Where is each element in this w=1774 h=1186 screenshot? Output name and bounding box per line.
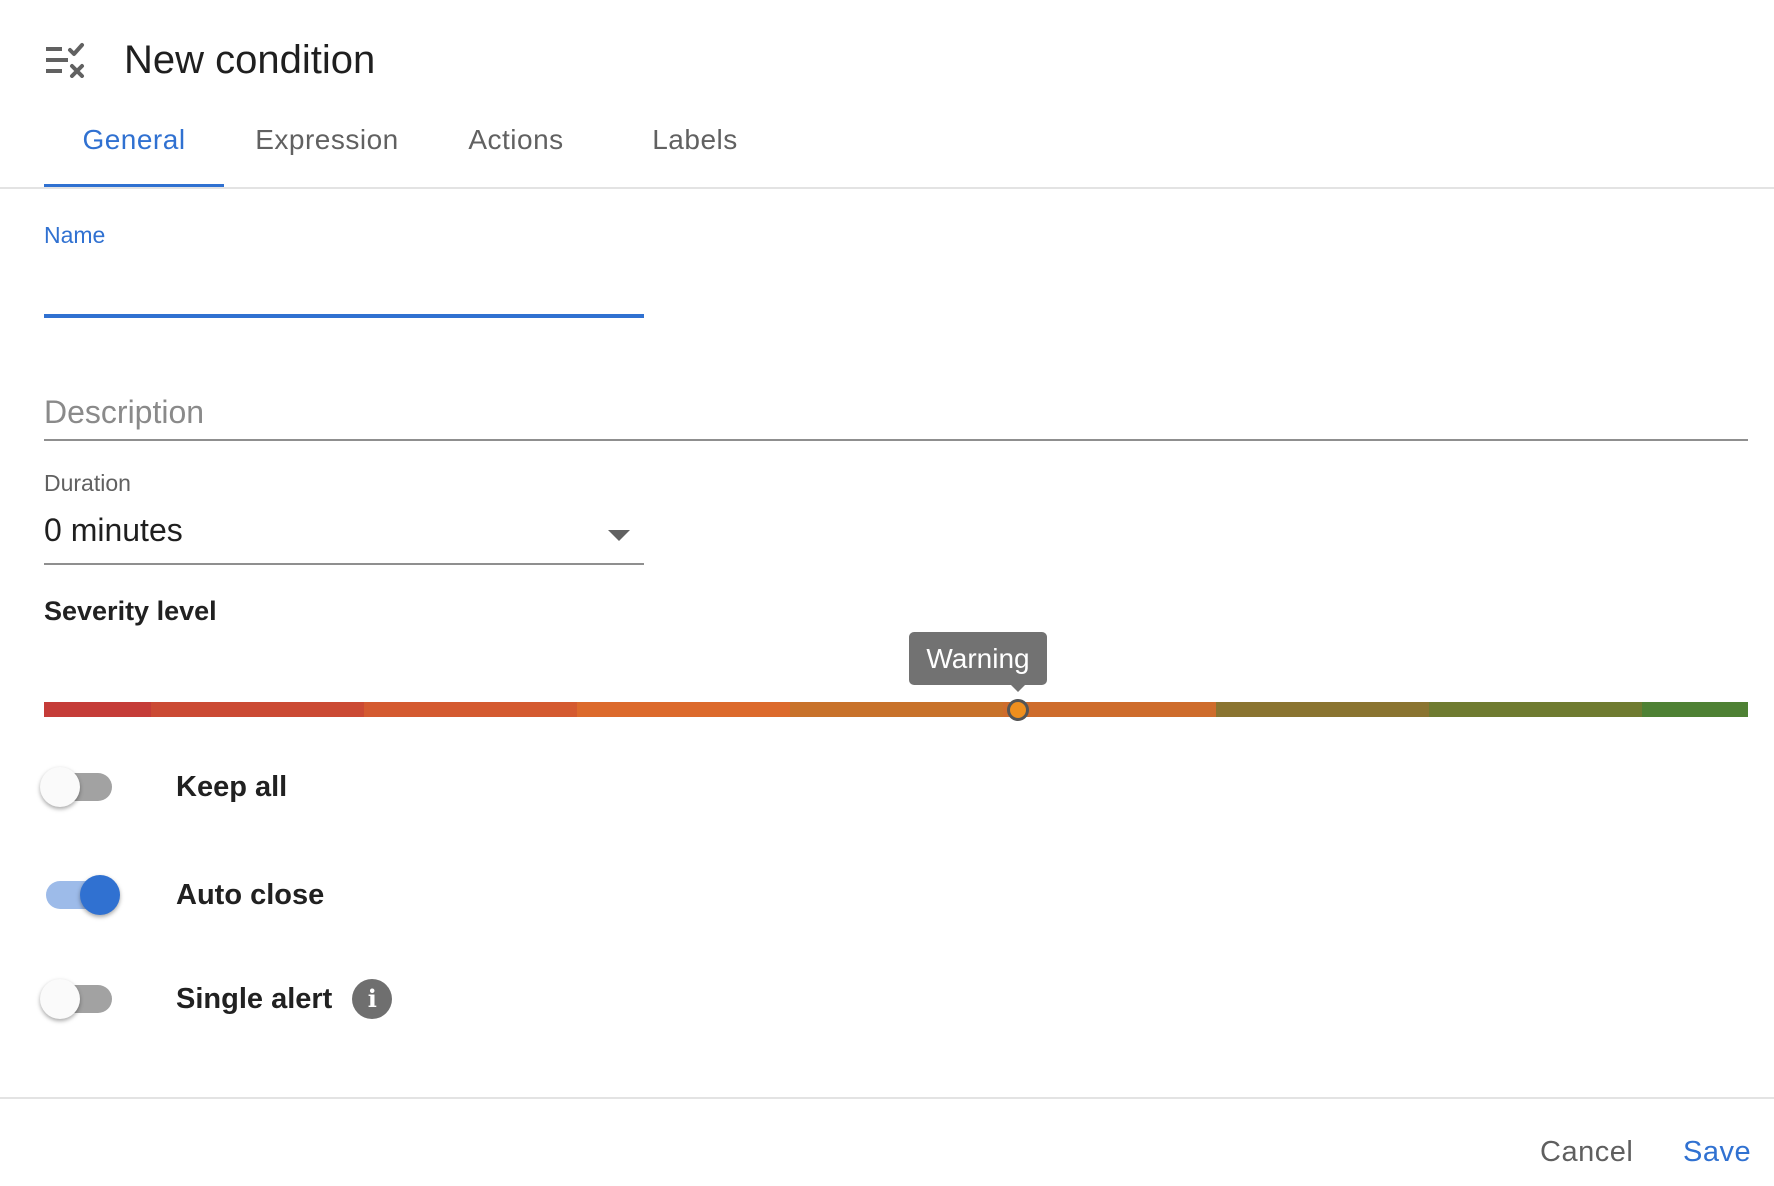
keep-all-toggle[interactable] bbox=[38, 762, 120, 812]
duration-label: Duration bbox=[44, 470, 131, 496]
severity-segment bbox=[1002, 702, 1216, 717]
duration-underline bbox=[44, 563, 644, 565]
name-underline bbox=[44, 314, 644, 318]
description-input[interactable] bbox=[44, 384, 1748, 440]
duration-value: 0 minutes bbox=[44, 512, 183, 548]
single-alert-toggle[interactable] bbox=[38, 974, 120, 1024]
description-underline bbox=[44, 439, 1748, 441]
severity-segment bbox=[363, 702, 577, 717]
tabs-divider bbox=[0, 187, 1774, 189]
name-input[interactable] bbox=[44, 252, 644, 312]
auto-close-label: Auto close bbox=[176, 878, 325, 911]
tab-general[interactable]: General bbox=[44, 116, 224, 188]
page-title: New condition bbox=[124, 38, 376, 82]
tab-expression[interactable]: Expression bbox=[255, 124, 399, 155]
single-alert-label: Single alert bbox=[176, 982, 333, 1015]
severity-segment bbox=[1215, 702, 1429, 717]
severity-segment bbox=[576, 702, 790, 717]
keep-all-row: Keep all bbox=[38, 762, 287, 812]
duration-select[interactable]: 0 minutes bbox=[44, 508, 644, 564]
single-alert-toggle-thumb bbox=[40, 979, 80, 1019]
tab-actions[interactable]: Actions bbox=[468, 124, 564, 155]
name-label: Name bbox=[44, 222, 106, 248]
severity-level-title: Severity level bbox=[44, 596, 217, 626]
severity-segment bbox=[44, 702, 151, 717]
cancel-button[interactable]: Cancel bbox=[1540, 1128, 1633, 1176]
tab-bar: General Expression Actions Labels bbox=[44, 116, 788, 188]
severity-segment bbox=[150, 702, 364, 717]
severity-slider-thumb[interactable] bbox=[1007, 699, 1029, 721]
keep-all-label: Keep all bbox=[176, 770, 288, 803]
footer-divider bbox=[0, 1097, 1774, 1099]
severity-tooltip-tail bbox=[1010, 684, 1026, 692]
rule-checklist-icon bbox=[46, 43, 84, 78]
tab-labels[interactable]: Labels bbox=[652, 124, 738, 155]
severity-segment bbox=[1428, 702, 1642, 717]
auto-close-row: Auto close bbox=[38, 870, 324, 920]
save-button[interactable]: Save bbox=[1683, 1128, 1751, 1176]
auto-close-toggle[interactable] bbox=[38, 870, 120, 920]
auto-close-toggle-thumb bbox=[80, 875, 120, 915]
single-alert-row: Single alert i bbox=[38, 974, 393, 1024]
keep-all-toggle-thumb bbox=[40, 767, 80, 807]
dropdown-arrow-icon bbox=[608, 530, 630, 541]
severity-segment bbox=[789, 702, 1003, 717]
severity-segment bbox=[1641, 702, 1748, 717]
severity-tooltip: Warning bbox=[909, 632, 1047, 685]
severity-slider-track[interactable] bbox=[44, 702, 1748, 717]
info-icon[interactable]: i bbox=[352, 979, 393, 1019]
